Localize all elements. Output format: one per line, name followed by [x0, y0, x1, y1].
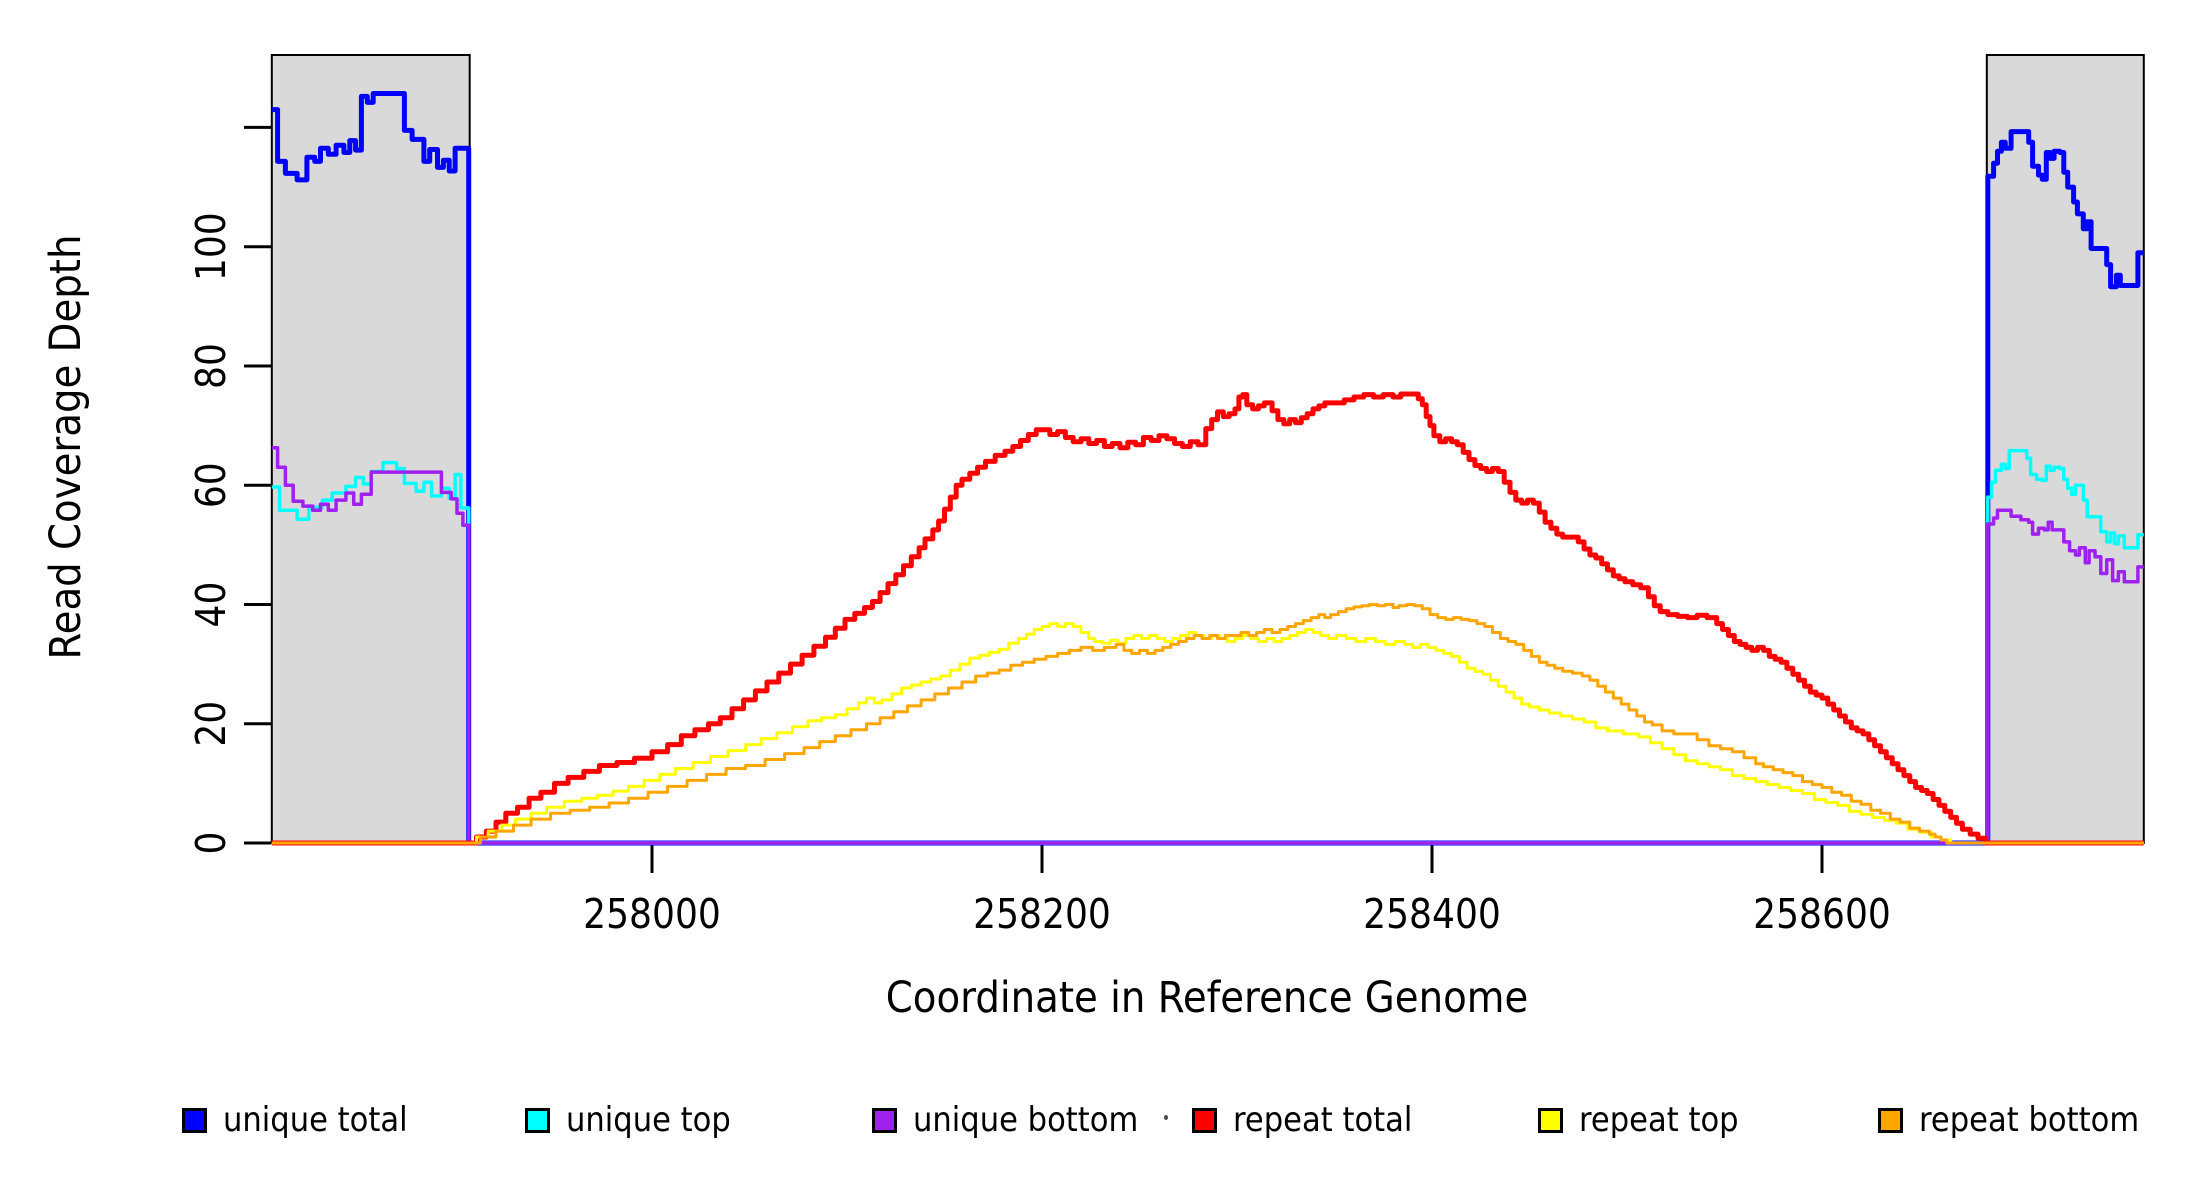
legend-item-repeat-top: repeat top	[1538, 1100, 1756, 1140]
x-axis-title: Coordinate in Reference Genome	[886, 972, 1528, 1022]
legend-item-unique-total: unique total	[182, 1100, 428, 1140]
legend-label: unique top	[566, 1100, 731, 1140]
stray-mark-artifact	[1164, 1115, 1168, 1120]
series-line-unique-total	[271, 91, 2144, 846]
legend-label: repeat top	[1579, 1100, 1739, 1140]
x-tick-label-258200: 258200	[973, 891, 1111, 939]
y-tick-label-40: 40	[188, 582, 236, 628]
x-tick-label-258400: 258400	[1363, 891, 1501, 939]
series-line-unique-bottom	[271, 445, 2144, 845]
legend-item-repeat-bottom: repeat bottom	[1878, 1100, 2164, 1140]
legend-label: repeat total	[1233, 1100, 1413, 1140]
coverage-plot: 0 20 40 60 80 100 258000 258200 258400 258600 Coor…	[40, 54, 2145, 1023]
x-tick-label-258000: 258000	[583, 891, 721, 939]
legend-item-unique-top: unique top	[525, 1100, 749, 1140]
legend-swatch-repeat-bottom	[1878, 1107, 1903, 1133]
legend-swatch-repeat-top	[1538, 1107, 1563, 1133]
y-axis-title: Read Coverage Depth	[40, 235, 90, 660]
series-line-unique-top	[271, 448, 2144, 845]
legend-label: repeat bottom	[1919, 1100, 2140, 1140]
legend-item-repeat-total: repeat total	[1192, 1100, 1432, 1140]
y-tick-label-60: 60	[188, 462, 236, 508]
legend-swatch-repeat-total	[1192, 1107, 1217, 1133]
legend-swatch-unique-total	[182, 1107, 207, 1133]
plot-legend: unique total unique top unique bottom repea…	[0, 1100, 2200, 1170]
y-tick-label-100: 100	[188, 212, 236, 281]
series-line-repeat-top	[271, 622, 2144, 845]
legend-label: unique total	[223, 1100, 408, 1140]
y-tick-label-20: 20	[188, 701, 236, 747]
x-tick-label-258600: 258600	[1753, 891, 1891, 939]
y-tick-label-80: 80	[188, 343, 236, 389]
legend-item-unique-bottom: unique bottom	[872, 1100, 1163, 1140]
series-line-repeat-total	[271, 391, 2144, 846]
legend-swatch-unique-bottom	[872, 1107, 897, 1133]
left-gray-band	[270, 54, 471, 844]
y-tick-label-0: 0	[188, 832, 236, 855]
legend-label: unique bottom	[913, 1100, 1139, 1140]
legend-swatch-unique-top	[525, 1107, 550, 1133]
series-line-repeat-bottom	[271, 603, 2144, 845]
